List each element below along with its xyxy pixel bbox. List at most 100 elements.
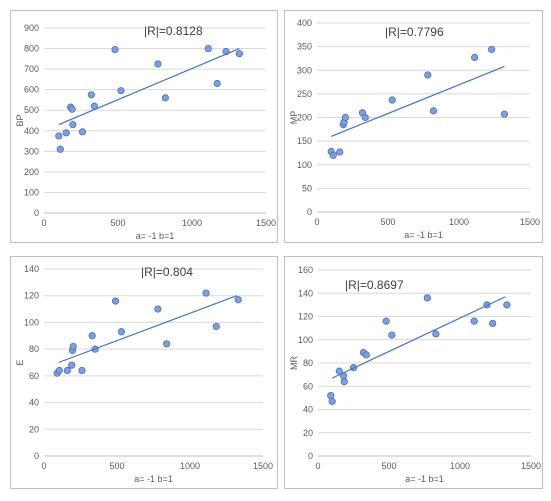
- correlation-label: |R|=0.804: [141, 265, 193, 279]
- y-tick-label: 0: [308, 451, 313, 461]
- x-tick-label: 1000: [450, 461, 470, 471]
- x-tick-label: 1000: [180, 461, 200, 471]
- data-point: [161, 94, 169, 102]
- scatter-chart-mp: 0 50 100 150 200 250 300 350 400 0 500 1000 1500 a= -…: [289, 18, 540, 240]
- x-tick-label: 1500: [521, 461, 541, 471]
- scatter-chart-e: 0 20 40 60 80 100 120 140 0 500 1000 1500 a= -1 b=1 E…: [15, 264, 273, 484]
- data-point: [69, 121, 77, 129]
- y-tick-label: 250: [297, 89, 312, 99]
- y-tick-label: 0: [34, 208, 39, 218]
- trendline: [58, 295, 237, 364]
- trendline: [58, 48, 240, 126]
- y-tick-label: 500: [24, 105, 39, 115]
- y-axis-label: BP: [15, 114, 25, 126]
- y-tick-label: 100: [24, 317, 39, 327]
- y-tick-label: 80: [29, 344, 39, 354]
- y-tick-label: 300: [297, 65, 312, 75]
- y-tick-label: 800: [24, 44, 39, 54]
- data-point: [204, 44, 212, 53]
- correlation-label: |R|=0.7796: [385, 25, 444, 39]
- x-tick-label: 500: [381, 461, 396, 471]
- data-point: [341, 113, 350, 122]
- x-tick-label: 0: [41, 461, 46, 471]
- data-point: [489, 319, 497, 328]
- x-tick-label: 1000: [182, 218, 202, 228]
- data-point: [388, 96, 396, 104]
- x-axis-label: a= -1 b=1: [134, 474, 173, 484]
- data-point: [163, 340, 171, 348]
- y-tick-label: 80: [303, 358, 313, 368]
- data-point: [212, 322, 220, 331]
- y-tick-label: 40: [29, 398, 39, 408]
- x-tick-label: 1500: [520, 217, 540, 227]
- data-point: [329, 151, 337, 159]
- y-tick-label: 400: [297, 18, 312, 28]
- y-tick-label: 600: [24, 85, 39, 95]
- x-tick-label: 0: [314, 217, 319, 227]
- correlation-label: |R|=0.8128: [144, 24, 203, 38]
- data-point: [56, 145, 64, 153]
- data-point: [328, 397, 336, 405]
- scatter-chart-mr: 0 20 40 60 80 100 120 140 160 0 500 1000 1500 a= -1 b…: [289, 265, 541, 484]
- x-axis-label: a= -1 b=1: [405, 474, 444, 484]
- chart-panel-mr: 0 20 40 60 80 100 120 140 160 0 500 1000 1500 a= -1 b…: [284, 256, 543, 489]
- data-point: [327, 391, 335, 400]
- trendline: [330, 65, 505, 137]
- data-point: [235, 50, 243, 58]
- data-point: [500, 110, 509, 118]
- data-point: [69, 342, 77, 351]
- scatter-chart-bp: 0 100 200 300 400 500 600 700 800 900 0 500 1000 1500…: [15, 23, 276, 241]
- y-tick-label: 160: [298, 265, 313, 275]
- data-point: [62, 129, 70, 137]
- data-point: [117, 87, 125, 95]
- x-tick-label: 500: [380, 217, 395, 227]
- data-point: [503, 301, 511, 309]
- data-point: [234, 296, 242, 304]
- y-tick-label: 40: [303, 405, 313, 415]
- y-tick-label: 700: [24, 64, 39, 74]
- y-tick-label: 150: [297, 136, 312, 146]
- x-tick-label: 1500: [253, 461, 273, 471]
- data-point: [202, 289, 210, 297]
- y-tick-label: 140: [24, 264, 39, 274]
- data-point: [340, 378, 348, 386]
- y-tick-label: 0: [307, 207, 312, 217]
- y-tick-label: 350: [297, 42, 312, 52]
- y-tick-label: 100: [24, 187, 39, 197]
- data-point: [78, 366, 86, 375]
- data-point: [87, 91, 95, 99]
- data-point: [154, 60, 162, 68]
- data-point: [68, 361, 76, 369]
- data-point: [68, 105, 76, 113]
- data-point: [471, 53, 479, 62]
- data-point: [382, 317, 390, 325]
- data-point: [429, 107, 438, 115]
- y-tick-label: 50: [302, 183, 312, 193]
- y-tick-label: 60: [303, 381, 313, 391]
- x-axis-label: a= -1 b=1: [136, 231, 175, 241]
- data-point: [117, 328, 125, 336]
- data-point: [388, 331, 396, 339]
- data-point: [470, 317, 478, 325]
- y-tick-label: 140: [298, 288, 313, 298]
- data-point: [88, 332, 96, 340]
- data-point: [361, 113, 369, 122]
- data-point: [424, 71, 432, 79]
- data-point: [111, 45, 119, 54]
- x-tick-label: 0: [315, 461, 320, 471]
- y-tick-label: 100: [298, 335, 313, 345]
- y-tick-label: 20: [303, 428, 313, 438]
- data-point: [423, 294, 431, 302]
- y-tick-label: 300: [24, 146, 39, 156]
- y-tick-label: 120: [298, 312, 313, 322]
- data-point: [213, 79, 221, 88]
- data-point: [55, 366, 63, 375]
- y-tick-label: 0: [34, 451, 39, 461]
- data-point: [55, 132, 63, 140]
- y-tick-label: 60: [29, 371, 39, 381]
- x-axis-label: a= -1 b=1: [404, 230, 443, 240]
- correlation-label: |R|=0.8697: [345, 278, 404, 292]
- y-axis-label: MR: [289, 356, 299, 370]
- y-axis-label: E: [15, 359, 25, 365]
- chart-panel-bp: 0 100 200 300 400 500 600 700 800 900 0 500 1000 1500…: [10, 10, 278, 243]
